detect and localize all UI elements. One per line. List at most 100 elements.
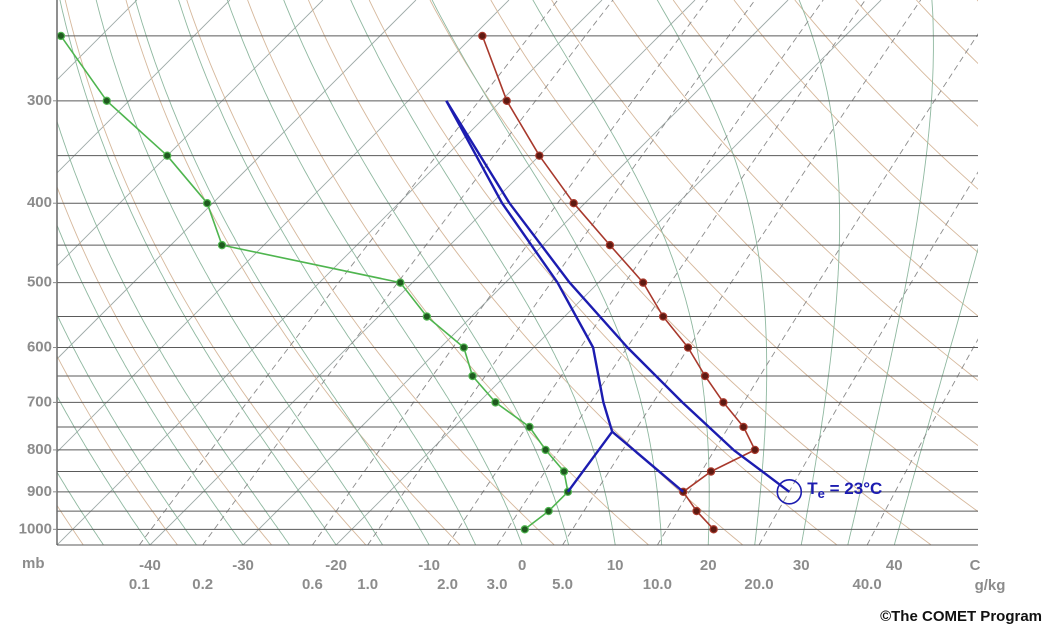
profile-line xyxy=(60,35,569,530)
dry-adiabat xyxy=(368,0,838,545)
te-label: Te = 23°C xyxy=(807,479,882,501)
mixing-ratio-line xyxy=(367,0,756,545)
profile-point xyxy=(468,371,477,381)
mixing-ratio-label: 3.0 xyxy=(487,576,508,593)
moist-adiabat xyxy=(59,0,337,545)
dry-adiabat xyxy=(186,0,555,545)
background-lines xyxy=(0,0,1048,545)
moist-adiabat xyxy=(95,0,383,545)
dry-adiabat xyxy=(57,354,178,545)
profile-point xyxy=(459,343,468,352)
y-tick-label: 800 xyxy=(27,441,52,458)
dry-adiabat xyxy=(57,185,273,545)
moist-adiabat xyxy=(57,395,151,545)
isotherm xyxy=(242,0,789,545)
profile-point xyxy=(102,96,111,106)
x-tick-label: 30 xyxy=(793,557,810,574)
profile-line xyxy=(566,430,614,493)
moist-adiabat xyxy=(847,0,934,545)
moist-adiabat xyxy=(57,313,197,545)
moist-adiabat xyxy=(798,0,841,545)
profile-point xyxy=(491,398,500,407)
profile-point xyxy=(750,445,760,455)
x-tick-label: -20 xyxy=(325,557,347,574)
moist-adiabat xyxy=(0,0,11,545)
dry-adiabat xyxy=(551,0,978,447)
mixing-ratio-label: 2.0 xyxy=(437,576,458,593)
te-marker xyxy=(776,479,803,505)
profile-point xyxy=(163,151,172,160)
dry-adiabat xyxy=(490,0,978,513)
profile-point xyxy=(544,506,553,516)
dry-adiabat xyxy=(855,0,978,127)
mixing-ratio-label: 10.0 xyxy=(643,576,672,593)
moist-adiabat xyxy=(656,0,768,545)
profile-point xyxy=(525,422,534,432)
isotherm-extra xyxy=(57,0,138,81)
dry-adiabat xyxy=(125,0,461,545)
profile-point xyxy=(658,312,668,321)
profile-line xyxy=(481,35,756,530)
profile-point xyxy=(541,445,550,455)
x-unit: C xyxy=(970,557,981,574)
profile-point xyxy=(719,398,728,407)
moist-adiabat xyxy=(226,0,523,545)
x-tick-label: -40 xyxy=(139,557,161,574)
mixing-ratio-label: 0.2 xyxy=(192,576,213,593)
profile-point xyxy=(396,278,405,287)
x-tick-label: 40 xyxy=(886,557,903,574)
mixing-ratio-line xyxy=(657,33,978,545)
x-tick-label: 20 xyxy=(700,557,717,574)
x-tick-label: -30 xyxy=(232,557,254,574)
moist-adiabat xyxy=(57,544,58,545)
mixing-ratio-label: 0.6 xyxy=(302,576,323,593)
moist-adiabat xyxy=(57,471,104,545)
profile-point xyxy=(569,199,578,208)
mixing-ratio-line xyxy=(312,0,708,545)
mixing-ratio-label: 0.1 xyxy=(129,576,150,593)
isotherm-extra xyxy=(57,0,603,545)
mixing-ratio-label: 40.0 xyxy=(852,576,881,593)
te-label-part: e xyxy=(818,486,825,501)
profile-line xyxy=(445,100,614,433)
isotherm xyxy=(149,0,696,545)
profile-point xyxy=(202,199,212,208)
profile-point xyxy=(638,278,648,287)
profiles xyxy=(57,31,791,534)
mixing-ratio-label: 20.0 xyxy=(744,576,773,593)
te-label-part: T xyxy=(807,479,818,498)
dry-adiabat xyxy=(1038,0,1048,545)
profile-point xyxy=(683,343,693,352)
mixing-ratio-label: 5.0 xyxy=(552,576,573,593)
moist-adiabat xyxy=(431,0,663,545)
isotherm-extra xyxy=(57,0,324,267)
isotherm-extra xyxy=(57,0,231,174)
moist-adiabat xyxy=(134,0,430,545)
dry-adiabat xyxy=(976,0,978,2)
moist-adiabat xyxy=(57,224,244,545)
dry-adiabat xyxy=(247,0,649,545)
dry-adiabat xyxy=(57,504,84,545)
profile-point xyxy=(520,525,529,534)
y-unit: mb xyxy=(22,555,45,572)
profile-point xyxy=(422,312,432,321)
te-label-part: = 23°C xyxy=(825,479,882,498)
dry-adiabat xyxy=(429,0,932,545)
mixing-ratio-line xyxy=(496,0,866,545)
x-tick-label: 0 xyxy=(518,557,526,574)
dry-adiabat xyxy=(64,0,367,545)
mixing-ratio-line xyxy=(202,0,614,545)
dry-adiabat xyxy=(794,0,978,190)
profile-point xyxy=(535,151,544,160)
x-tick-label: 10 xyxy=(607,557,624,574)
profile-point xyxy=(692,506,701,516)
mixing-ratio-line xyxy=(866,338,978,545)
profile-line xyxy=(611,430,684,493)
mixing-ratio-line xyxy=(138,0,559,545)
y-tick-label: 400 xyxy=(27,194,52,211)
isotherm xyxy=(335,0,882,545)
dry-adiabat xyxy=(612,0,978,382)
y-tick-label: 500 xyxy=(27,274,52,291)
y-tick-label: 300 xyxy=(27,92,52,109)
